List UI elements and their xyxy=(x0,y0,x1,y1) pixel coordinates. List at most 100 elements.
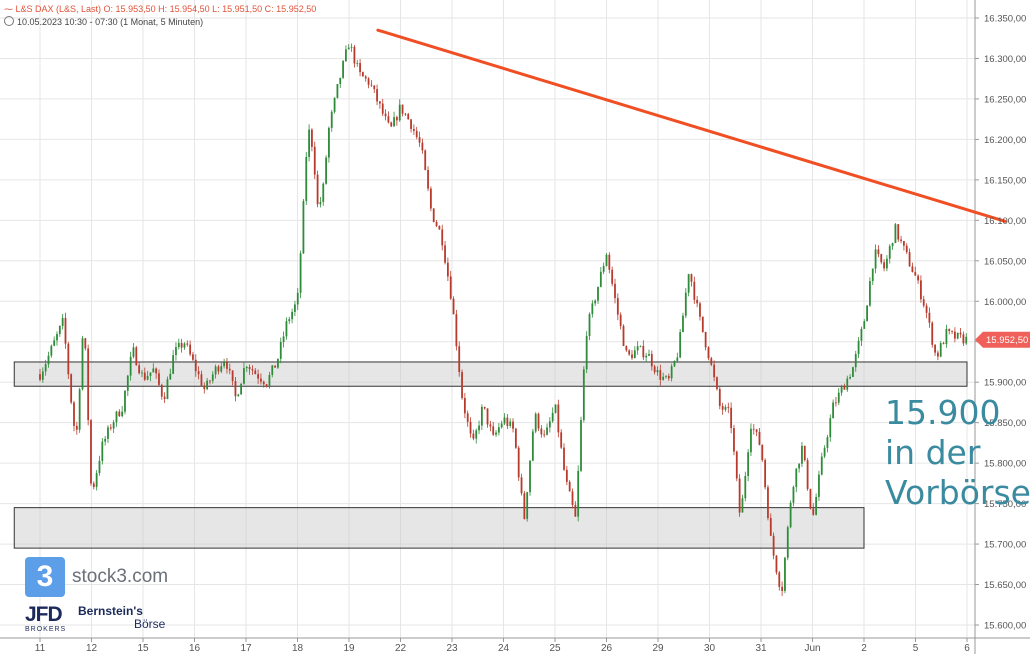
candle-body xyxy=(226,362,228,369)
candle-body xyxy=(540,428,543,435)
candle-body xyxy=(956,332,959,339)
x-tick-label: 16 xyxy=(189,643,201,654)
candle-body xyxy=(412,128,415,131)
candle-body xyxy=(393,117,395,127)
candle-body xyxy=(95,473,98,488)
candle-body xyxy=(784,557,786,591)
candle-body xyxy=(560,432,563,448)
candle-body xyxy=(809,488,812,509)
candle-body xyxy=(90,420,92,484)
candle-body xyxy=(152,368,155,373)
y-tick-label: 16.350,00 xyxy=(984,14,1026,25)
candle-body xyxy=(415,130,418,138)
downtrend-line xyxy=(376,28,1007,223)
candle-body xyxy=(486,408,489,425)
candle-body xyxy=(265,384,268,386)
x-axis: 11 12 15 16 17 18 19 22 23 24 25 26 29 30 31 Jun 2 5 6 xyxy=(35,638,970,654)
candle-body xyxy=(727,406,730,408)
candle-body xyxy=(531,431,534,461)
candle-body xyxy=(350,46,353,48)
candle-body xyxy=(701,316,704,333)
candle-body xyxy=(296,292,299,305)
candle-body xyxy=(336,84,339,98)
candle-body xyxy=(444,245,446,263)
candle-body xyxy=(599,271,602,287)
candle-body xyxy=(633,350,636,359)
x-tick-label: 29 xyxy=(652,643,664,654)
candle-body xyxy=(642,345,645,358)
candle-body xyxy=(53,340,56,346)
candle-body xyxy=(302,200,305,254)
candle-body xyxy=(769,518,772,536)
candle-body xyxy=(962,334,965,344)
candle-body xyxy=(446,262,449,277)
candle-body xyxy=(616,298,619,315)
x-tick-label: 25 xyxy=(549,643,561,654)
candle-body xyxy=(186,343,189,345)
candle-body xyxy=(500,423,503,428)
candle-body xyxy=(903,241,905,246)
candle-body xyxy=(376,89,378,102)
candle-body xyxy=(775,555,778,573)
candle-body xyxy=(628,350,631,355)
candle-body xyxy=(438,226,441,230)
candle-body xyxy=(648,354,650,356)
candle-body xyxy=(667,375,670,379)
candle-body xyxy=(888,246,891,259)
x-tick-label: 24 xyxy=(498,643,510,654)
candle-body xyxy=(169,373,172,380)
candle-body xyxy=(854,354,857,368)
candle-body xyxy=(47,355,50,365)
candle-body xyxy=(849,377,851,379)
candle-body xyxy=(747,452,750,476)
candle-body xyxy=(812,508,815,515)
candle-body xyxy=(577,470,580,517)
candle-body xyxy=(81,338,84,390)
candle-body xyxy=(384,113,387,117)
candle-body xyxy=(410,119,412,129)
candle-body xyxy=(690,274,693,282)
candle-body xyxy=(70,374,73,403)
candle-body xyxy=(285,321,288,337)
candle-body xyxy=(650,354,653,367)
candle-body xyxy=(588,314,591,337)
candle-body xyxy=(551,412,554,422)
candle-body xyxy=(543,434,546,436)
candle-body xyxy=(166,379,169,400)
candle-body xyxy=(755,429,758,432)
candle-body xyxy=(342,61,344,78)
candle-body xyxy=(407,114,410,120)
instrument-line: L&S DAX (L&S, Last) O: 15.953,50 H: 15.9… xyxy=(15,4,317,14)
candle-body xyxy=(328,127,330,158)
candle-body xyxy=(546,427,548,435)
candle-body xyxy=(713,364,716,378)
candle-body xyxy=(126,375,129,391)
x-tick-label: 18 xyxy=(292,643,304,654)
candle-body xyxy=(925,305,928,313)
candle-body xyxy=(39,374,41,380)
candle-body xyxy=(146,375,149,380)
candle-body xyxy=(248,367,251,370)
candle-body xyxy=(206,380,209,390)
candle-body xyxy=(359,63,361,73)
candle-body xyxy=(503,417,506,424)
candle-body xyxy=(163,396,166,400)
candle-body xyxy=(758,431,761,445)
candle-body xyxy=(362,72,364,77)
candle-body xyxy=(492,426,495,435)
candle-body xyxy=(262,381,265,385)
candle-body xyxy=(721,405,724,410)
candle-body xyxy=(951,330,953,332)
candle-body xyxy=(602,266,605,272)
candle-body xyxy=(279,341,282,359)
candle-body xyxy=(231,370,234,382)
candle-body xyxy=(506,417,509,426)
bernstein-line-2: Börse xyxy=(134,617,166,631)
candle-body xyxy=(733,428,735,452)
candle-body xyxy=(200,374,203,386)
x-tick-label: 11 xyxy=(35,643,46,654)
candle-body xyxy=(922,299,925,306)
candle-body xyxy=(299,253,302,293)
